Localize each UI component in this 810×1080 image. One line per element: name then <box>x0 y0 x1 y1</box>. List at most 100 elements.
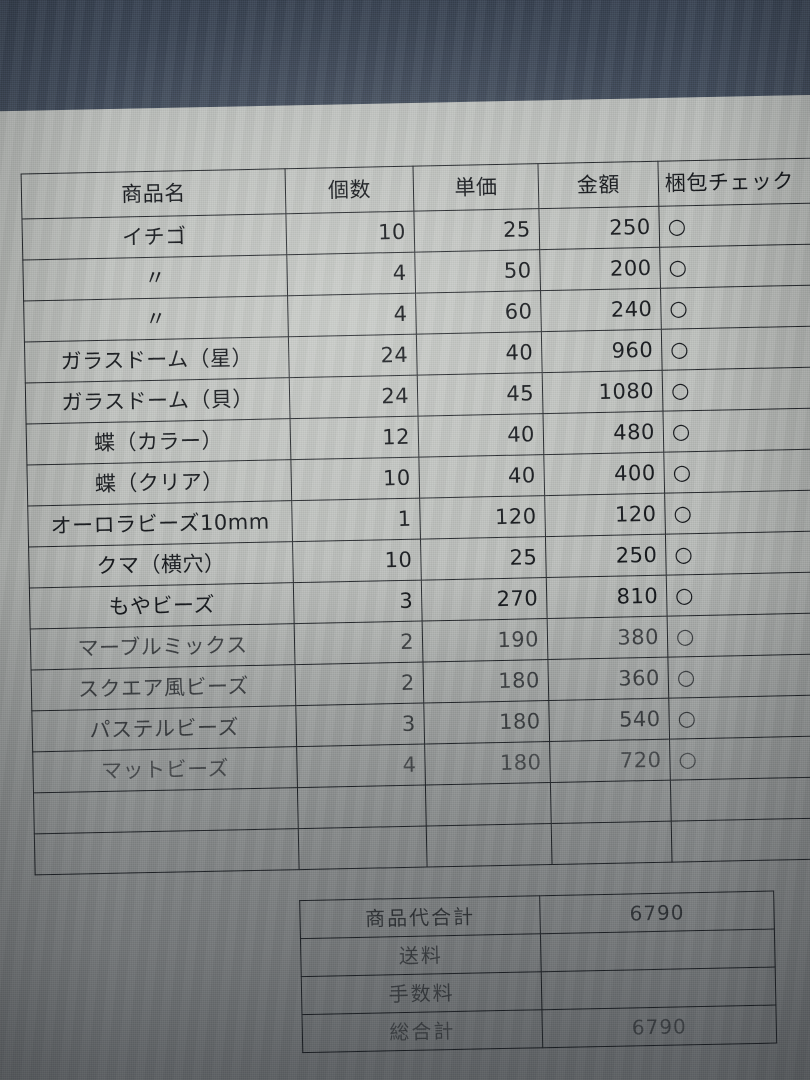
column-header-packing-check: 梱包チェック <box>657 157 810 207</box>
column-header-quantity: 個数 <box>285 166 414 214</box>
cell-packing-check[interactable]: ○ <box>667 653 810 699</box>
column-header-amount: 金額 <box>537 161 659 209</box>
cell-unit-price[interactable]: 25 <box>420 536 547 581</box>
cell-quantity[interactable] <box>298 826 428 870</box>
cell-quantity[interactable] <box>297 785 427 829</box>
cell-product-name[interactable]: クマ（横穴） <box>28 541 294 588</box>
cell-product-name[interactable]: 蝶（カラー） <box>26 418 291 465</box>
cell-amount[interactable]: 250 <box>545 534 667 578</box>
cell-quantity[interactable]: 4 <box>287 293 417 337</box>
cell-product-name[interactable]: ガラスドーム（星） <box>24 336 290 383</box>
cell-quantity[interactable]: 10 <box>292 539 422 583</box>
cell-amount[interactable] <box>551 821 673 865</box>
summary-value[interactable]: 6790 <box>541 1005 777 1048</box>
cell-unit-price[interactable]: 40 <box>418 413 544 458</box>
cell-packing-check[interactable]: ○ <box>659 243 810 289</box>
cell-quantity[interactable]: 2 <box>294 662 424 706</box>
cell-quantity[interactable]: 10 <box>290 457 420 501</box>
summary-label: 総合計 <box>302 1009 543 1053</box>
cell-amount[interactable] <box>550 780 672 824</box>
cell-unit-price[interactable]: 45 <box>417 372 543 417</box>
summary-table: 商品代合計 6790 送料 手数料 総合計 6790 <box>299 891 777 1054</box>
cell-product-name[interactable]: マットビーズ <box>32 746 298 793</box>
cell-packing-check[interactable]: ○ <box>658 202 810 248</box>
cell-amount[interactable]: 120 <box>544 493 666 537</box>
cell-unit-price[interactable]: 120 <box>419 495 546 540</box>
cell-packing-check[interactable]: ○ <box>666 571 810 617</box>
cell-quantity[interactable]: 2 <box>294 621 423 665</box>
cell-packing-check[interactable]: ○ <box>663 448 810 494</box>
cell-amount[interactable]: 250 <box>538 206 660 250</box>
cell-quantity[interactable]: 3 <box>295 703 425 747</box>
cell-quantity[interactable]: 10 <box>285 211 415 255</box>
cell-product-name[interactable]: 〃 <box>22 254 288 302</box>
cell-unit-price[interactable]: 40 <box>418 454 545 499</box>
cell-amount[interactable]: 540 <box>548 698 670 742</box>
summary-label: 手数料 <box>301 971 542 1015</box>
cell-packing-check[interactable]: ○ <box>660 284 810 330</box>
cell-unit-price[interactable]: 50 <box>414 249 541 294</box>
cell-packing-check[interactable] <box>670 776 810 822</box>
cell-amount[interactable]: 360 <box>547 657 669 701</box>
cell-quantity[interactable]: 24 <box>289 375 419 419</box>
cell-product-name[interactable]: スクエア風ビーズ <box>31 664 296 711</box>
cell-quantity[interactable]: 1 <box>291 498 421 542</box>
cell-packing-check[interactable]: ○ <box>662 407 810 453</box>
cell-product-name[interactable]: マーブルミックス <box>30 623 295 670</box>
cell-amount[interactable]: 480 <box>542 411 664 455</box>
cell-unit-price[interactable] <box>426 823 553 868</box>
cell-amount[interactable]: 400 <box>543 452 665 496</box>
summary-label: 商品代合計 <box>299 895 541 939</box>
cell-quantity[interactable]: 3 <box>293 580 423 624</box>
cell-packing-check[interactable]: ○ <box>664 489 810 535</box>
cell-amount[interactable]: 380 <box>547 616 668 660</box>
cell-quantity[interactable]: 4 <box>296 744 426 788</box>
cell-packing-check[interactable]: ○ <box>661 325 810 371</box>
summary-value[interactable]: 6790 <box>539 891 775 934</box>
cell-unit-price[interactable]: 40 <box>416 331 543 376</box>
cell-packing-check[interactable] <box>671 817 810 863</box>
cell-amount[interactable]: 960 <box>541 329 663 373</box>
cell-amount[interactable]: 810 <box>546 575 668 619</box>
items-table: 商品名 個数 単価 金額 梱包チェック イチゴ 10 25 250 ○ 〃 4 50 200 ○ 〃… <box>21 157 810 875</box>
cell-packing-check[interactable]: ○ <box>668 694 810 740</box>
cell-product-name[interactable]: 〃 <box>23 295 289 342</box>
cell-unit-price[interactable]: 180 <box>422 659 549 704</box>
cell-unit-price[interactable]: 190 <box>422 618 548 663</box>
cell-quantity[interactable]: 12 <box>290 416 419 460</box>
summary-row[interactable]: 総合計 6790 <box>302 1005 777 1053</box>
cell-amount[interactable]: 200 <box>539 247 661 291</box>
cell-product-name[interactable]: もやビーズ <box>29 582 295 629</box>
cell-product-name[interactable]: オーロラビーズ10mm <box>27 500 293 547</box>
cell-unit-price[interactable]: 270 <box>421 577 548 622</box>
summary-value[interactable] <box>540 929 776 972</box>
cell-amount[interactable]: 720 <box>549 739 671 783</box>
cell-packing-check[interactable]: ○ <box>665 530 810 576</box>
cell-product-name[interactable] <box>33 787 299 834</box>
cell-unit-price[interactable]: 180 <box>423 700 550 745</box>
items-table-body: イチゴ 10 25 250 ○ 〃 4 50 200 ○ 〃 4 60 240 ○ ガラスドーム（星） 24 40… <box>21 202 810 875</box>
cell-packing-check[interactable]: ○ <box>669 735 810 781</box>
cell-unit-price[interactable]: 25 <box>413 208 540 253</box>
cell-quantity[interactable]: 24 <box>288 334 418 378</box>
summary-label: 送料 <box>300 933 542 977</box>
cell-product-name[interactable]: イチゴ <box>21 213 287 261</box>
summary-value[interactable] <box>541 967 776 1010</box>
cell-product-name[interactable]: ガラスドーム（貝） <box>25 377 291 424</box>
column-header-unit-price: 単価 <box>412 163 539 212</box>
cell-amount[interactable]: 1080 <box>542 370 663 414</box>
cell-product-name[interactable]: 蝶（クリア） <box>26 459 292 506</box>
cell-product-name[interactable] <box>34 828 300 875</box>
cell-packing-check[interactable]: ○ <box>667 612 810 658</box>
cell-packing-check[interactable]: ○ <box>662 366 810 412</box>
cell-amount[interactable]: 240 <box>540 288 662 332</box>
summary-table-body: 商品代合計 6790 送料 手数料 総合計 6790 <box>299 891 777 1053</box>
cell-product-name[interactable]: パステルビーズ <box>31 705 297 752</box>
column-header-product-name: 商品名 <box>21 168 286 220</box>
cell-unit-price[interactable]: 60 <box>415 290 542 335</box>
cell-unit-price[interactable] <box>425 782 552 827</box>
cell-quantity[interactable]: 4 <box>286 252 416 296</box>
cell-unit-price[interactable]: 180 <box>424 741 551 786</box>
